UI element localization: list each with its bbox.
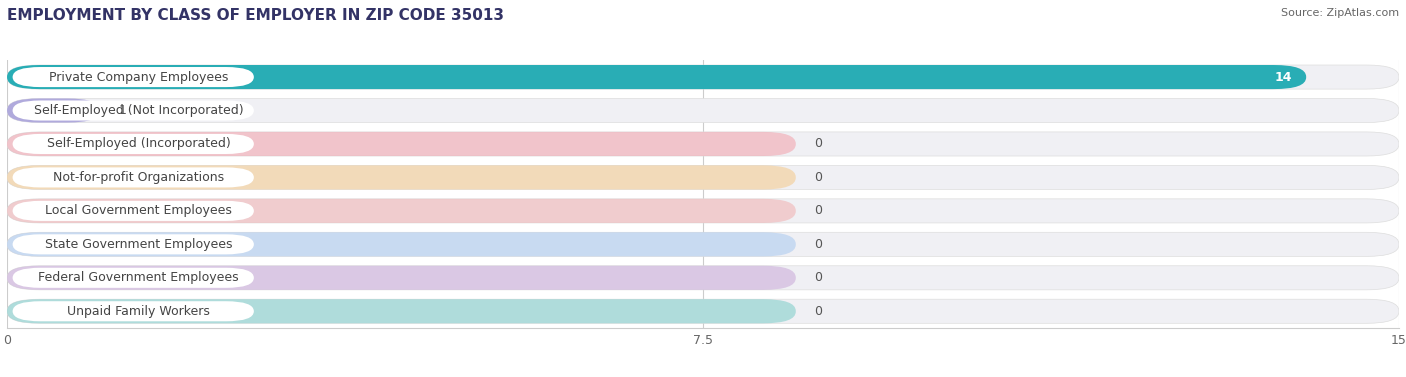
FancyBboxPatch shape: [13, 268, 254, 288]
FancyBboxPatch shape: [7, 232, 796, 256]
FancyBboxPatch shape: [7, 299, 1399, 323]
Text: 0: 0: [814, 171, 823, 184]
FancyBboxPatch shape: [13, 301, 254, 321]
FancyBboxPatch shape: [13, 234, 254, 254]
Text: Source: ZipAtlas.com: Source: ZipAtlas.com: [1281, 8, 1399, 18]
Text: 1: 1: [118, 104, 127, 117]
FancyBboxPatch shape: [13, 134, 254, 154]
FancyBboxPatch shape: [7, 266, 796, 290]
Text: 0: 0: [814, 238, 823, 251]
Text: Federal Government Employees: Federal Government Employees: [38, 271, 239, 284]
FancyBboxPatch shape: [13, 101, 254, 121]
Text: Self-Employed (Incorporated): Self-Employed (Incorporated): [46, 138, 231, 150]
Text: Not-for-profit Organizations: Not-for-profit Organizations: [53, 171, 225, 184]
FancyBboxPatch shape: [7, 65, 1306, 89]
FancyBboxPatch shape: [7, 166, 1399, 190]
FancyBboxPatch shape: [7, 166, 796, 190]
Text: Self-Employed (Not Incorporated): Self-Employed (Not Incorporated): [34, 104, 243, 117]
Text: State Government Employees: State Government Employees: [45, 238, 232, 251]
FancyBboxPatch shape: [7, 65, 1399, 89]
Text: Unpaid Family Workers: Unpaid Family Workers: [67, 305, 211, 318]
Text: EMPLOYMENT BY CLASS OF EMPLOYER IN ZIP CODE 35013: EMPLOYMENT BY CLASS OF EMPLOYER IN ZIP C…: [7, 8, 503, 23]
FancyBboxPatch shape: [7, 299, 796, 323]
FancyBboxPatch shape: [13, 67, 254, 87]
FancyBboxPatch shape: [7, 199, 796, 223]
FancyBboxPatch shape: [7, 132, 796, 156]
FancyBboxPatch shape: [7, 98, 100, 123]
Text: Private Company Employees: Private Company Employees: [49, 70, 229, 84]
FancyBboxPatch shape: [7, 98, 1399, 123]
Text: 0: 0: [814, 138, 823, 150]
Text: 0: 0: [814, 305, 823, 318]
FancyBboxPatch shape: [7, 266, 1399, 290]
Text: 0: 0: [814, 271, 823, 284]
Text: 14: 14: [1275, 70, 1292, 84]
FancyBboxPatch shape: [7, 132, 1399, 156]
FancyBboxPatch shape: [13, 201, 254, 221]
FancyBboxPatch shape: [7, 232, 1399, 256]
Text: Local Government Employees: Local Government Employees: [45, 204, 232, 218]
FancyBboxPatch shape: [7, 199, 1399, 223]
FancyBboxPatch shape: [13, 167, 254, 187]
Text: 0: 0: [814, 204, 823, 218]
